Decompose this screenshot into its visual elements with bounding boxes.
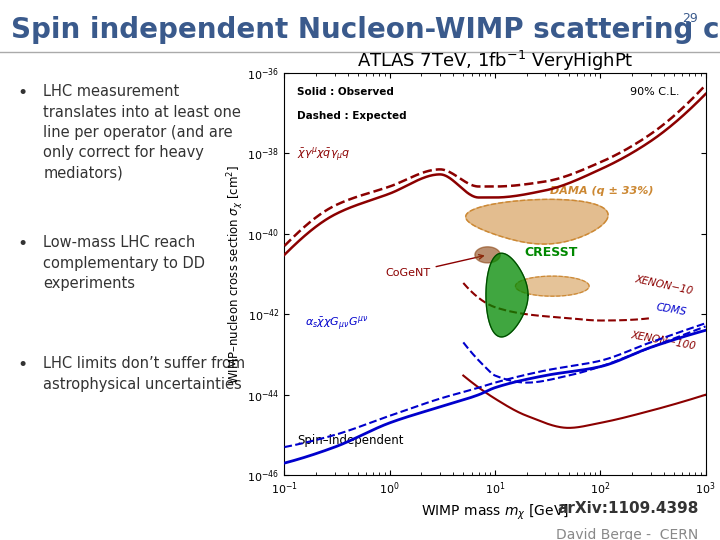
Text: $\alpha_s \bar{\chi}\chi G_{\mu\nu}G^{\mu\nu}$: $\alpha_s \bar{\chi}\chi G_{\mu\nu}G^{\m… bbox=[305, 314, 369, 333]
Text: $\bar{\chi}\gamma^{\mu}\chi\bar{q}\gamma_{\mu}q$: $\bar{\chi}\gamma^{\mu}\chi\bar{q}\gamma… bbox=[297, 145, 351, 164]
Text: LHC limits don’t suffer from
astrophysical uncertainties: LHC limits don’t suffer from astrophysic… bbox=[43, 356, 246, 392]
Text: DAMA (q ± 33%): DAMA (q ± 33%) bbox=[550, 186, 653, 195]
Text: David Berge -  CERN: David Berge - CERN bbox=[556, 528, 698, 540]
Text: Dashed : Expected: Dashed : Expected bbox=[297, 111, 407, 121]
Text: CDMS: CDMS bbox=[655, 302, 687, 318]
Text: Spin independent Nucleon-WIMP scattering cross section: Spin independent Nucleon-WIMP scattering… bbox=[11, 16, 720, 44]
Polygon shape bbox=[486, 253, 528, 337]
Text: 90% C.L.: 90% C.L. bbox=[630, 87, 679, 97]
Text: Low-mass LHC reach
complementary to DD
experiments: Low-mass LHC reach complementary to DD e… bbox=[43, 235, 205, 291]
Text: Spin–independent: Spin–independent bbox=[297, 434, 403, 447]
Text: arXiv:1109.4398: arXiv:1109.4398 bbox=[557, 501, 698, 516]
Text: •: • bbox=[17, 235, 28, 253]
Text: LHC measurement
translates into at least one
line per operator (and are
only cor: LHC measurement translates into at least… bbox=[43, 84, 241, 181]
Polygon shape bbox=[516, 276, 589, 296]
Text: •: • bbox=[17, 84, 28, 102]
Title: ATLAS 7TeV, 1fb$^{-1}$ VeryHighPt: ATLAS 7TeV, 1fb$^{-1}$ VeryHighPt bbox=[356, 49, 634, 73]
Polygon shape bbox=[475, 247, 500, 263]
Text: 29: 29 bbox=[683, 12, 698, 25]
Polygon shape bbox=[466, 199, 608, 244]
Text: CoGeNT: CoGeNT bbox=[385, 255, 483, 278]
Text: CRESST: CRESST bbox=[524, 246, 578, 259]
X-axis label: WIMP mass $m_{\chi}$ [GeV]: WIMP mass $m_{\chi}$ [GeV] bbox=[421, 502, 569, 522]
Text: •: • bbox=[17, 356, 28, 374]
Text: XENON−10: XENON−10 bbox=[634, 274, 694, 296]
Text: XENON−100: XENON−100 bbox=[630, 330, 696, 352]
Text: Solid : Observed: Solid : Observed bbox=[297, 87, 394, 97]
Y-axis label: WIMP–nucleon cross section $\sigma_{\chi}$ [cm$^2$]: WIMP–nucleon cross section $\sigma_{\chi… bbox=[225, 165, 246, 383]
